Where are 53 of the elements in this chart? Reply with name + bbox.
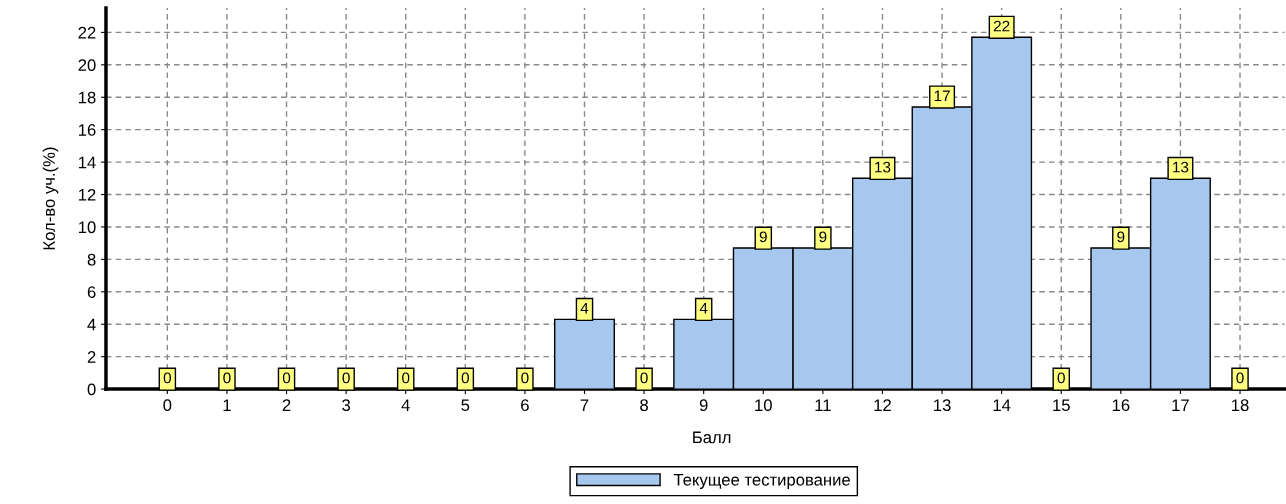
data-label: 4 — [699, 302, 708, 314]
x-tick-label: 2 — [282, 399, 291, 411]
x-tick-label: 5 — [461, 399, 470, 412]
data-label: 22 — [993, 20, 1010, 32]
data-label: 4 — [580, 302, 589, 314]
x-tick-label: 4 — [401, 399, 410, 411]
data-label: 17 — [934, 90, 950, 102]
x-tick-label: 8 — [640, 399, 648, 412]
y-axis-title: Кол-во уч.(%) — [42, 147, 59, 250]
x-tick-label: 9 — [699, 399, 708, 412]
y-tick-label: 12 — [78, 188, 96, 201]
x-tick-label: 0 — [163, 399, 172, 412]
y-tick-label: 2 — [87, 351, 96, 363]
y-tick-label: 6 — [87, 286, 96, 299]
data-label: 9 — [759, 231, 767, 243]
x-tick-label: 10 — [755, 399, 772, 412]
data-label: 0 — [402, 372, 410, 384]
y-tick-label: 18 — [78, 91, 96, 104]
data-label: 0 — [163, 372, 171, 384]
data-label: 0 — [521, 372, 529, 384]
data-label: 0 — [223, 372, 231, 384]
x-tick-label: 16 — [1112, 399, 1130, 412]
x-tick-label: 13 — [934, 399, 951, 412]
x-tick-label: 17 — [1172, 399, 1189, 411]
data-label: 0 — [282, 372, 291, 384]
data-label: 0 — [1057, 372, 1065, 384]
x-tick-label: 1 — [223, 399, 231, 411]
data-label: 9 — [819, 231, 827, 243]
x-tick-label: 14 — [993, 399, 1011, 411]
legend-label: Текущее тестирование — [673, 474, 850, 489]
y-tick-label: 14 — [78, 156, 96, 169]
data-label: 13 — [1173, 161, 1189, 173]
y-tick-label: 10 — [78, 221, 96, 234]
y-tick-label: 8 — [87, 253, 96, 266]
y-tick-label: 4 — [87, 318, 96, 331]
y-tick-label: 0 — [87, 383, 96, 396]
x-tick-label: 7 — [580, 399, 589, 411]
data-label: 0 — [1236, 372, 1244, 384]
x-tick-label: 15 — [1053, 399, 1070, 412]
x-axis-title: Балл — [693, 431, 731, 444]
data-label: 0 — [640, 372, 648, 384]
y-tick-label: 22 — [78, 26, 96, 39]
x-tick-label: 18 — [1232, 399, 1249, 412]
x-tick-label: 3 — [342, 399, 351, 412]
data-label: 9 — [1117, 231, 1125, 243]
x-tick-label: 12 — [874, 399, 891, 411]
x-tick-label: 11 — [815, 399, 831, 411]
y-tick-label: 20 — [78, 59, 96, 72]
data-label: 13 — [875, 161, 891, 173]
data-label: 0 — [461, 372, 469, 384]
x-tick-label: 6 — [521, 399, 529, 412]
data-label: 0 — [342, 372, 350, 384]
y-tick-label: 16 — [78, 124, 96, 136]
